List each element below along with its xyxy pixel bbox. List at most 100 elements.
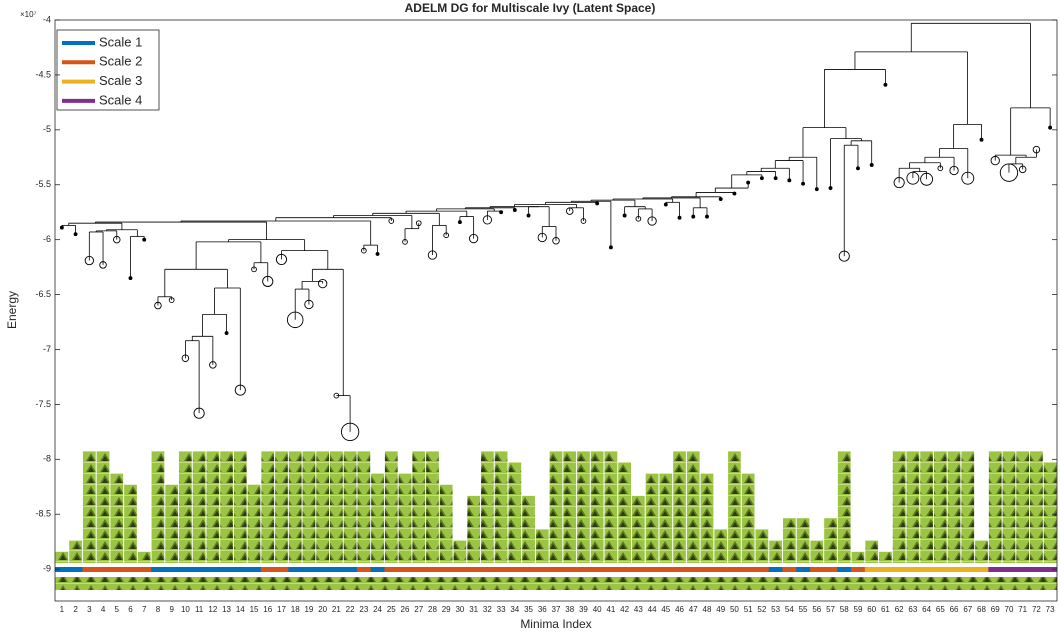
x-tick-label: 8	[156, 605, 161, 614]
x-tick-label: 55	[799, 605, 808, 614]
thumbnail-stack	[453, 540, 467, 563]
thumbnail-stack	[837, 451, 851, 563]
x-tick-label: 50	[730, 605, 739, 614]
scale-bar	[480, 567, 495, 572]
thumbnail-stack	[714, 529, 728, 563]
thumbnail-stack	[618, 462, 631, 563]
scale-bar	[137, 567, 152, 572]
scale-bar	[398, 567, 413, 572]
thumbnail-strip	[55, 577, 1057, 590]
x-tick-label: 66	[950, 605, 959, 614]
scale-bar	[755, 567, 770, 572]
x-tick-label: 73	[1046, 605, 1055, 614]
scale-bar	[700, 567, 715, 572]
x-tick-label: 44	[648, 605, 657, 614]
legend-label: Scale 1	[99, 34, 142, 49]
scale-bar	[713, 567, 728, 572]
y-tick-label: -4	[43, 14, 51, 24]
thumbnail-stack	[728, 451, 741, 563]
legend-label: Scale 2	[99, 54, 142, 69]
thumbnail-stack	[947, 451, 961, 563]
scale-bar	[178, 567, 193, 572]
thumbnail-stack	[782, 518, 796, 563]
scale-bar	[645, 567, 660, 572]
thumbnail-stack	[1016, 451, 1030, 563]
x-tick-label: 35	[524, 605, 533, 614]
scale-bar	[1043, 567, 1058, 572]
scale-bar	[507, 567, 522, 572]
thumbnail-stack	[577, 451, 590, 563]
thumbnail-stack	[206, 451, 220, 563]
x-tick-label: 69	[991, 605, 1000, 614]
scale-bar	[439, 567, 454, 572]
x-tick-label: 2	[73, 605, 78, 614]
scale-bar	[55, 567, 70, 572]
y-tick-label: -7.5	[35, 399, 51, 409]
thumbnail-stack	[481, 451, 494, 563]
y-tick-label: -5	[43, 124, 51, 134]
scale-bar	[521, 567, 536, 572]
scale-bar	[274, 567, 289, 572]
thumbnail-stack	[631, 495, 645, 563]
x-tick-label: 11	[195, 605, 204, 614]
thumbnail-stack	[549, 451, 563, 563]
scale-bar	[164, 567, 179, 572]
scale-bar	[604, 567, 619, 572]
thumbnail-stack	[535, 529, 549, 563]
x-tick-label: 63	[908, 605, 917, 614]
thumbnail-stack	[659, 473, 673, 563]
scale-bar	[288, 567, 303, 572]
scale-bar	[233, 567, 248, 572]
scale-bar	[658, 567, 673, 572]
x-tick-label: 68	[977, 605, 986, 614]
thumbnail-stack	[233, 451, 247, 563]
x-tick-label: 52	[757, 605, 766, 614]
scale-bar	[123, 567, 138, 572]
plot-frame	[54, 19, 1058, 602]
y-multiplier: ×10⁷	[20, 10, 37, 19]
scale-bar	[494, 567, 509, 572]
scale-bar	[741, 567, 756, 572]
x-tick-label: 25	[387, 605, 396, 614]
x-tick-label: 3	[87, 605, 92, 614]
x-tick-label: 13	[222, 605, 231, 614]
x-tick-label: 26	[401, 605, 410, 614]
scale-bar	[247, 567, 262, 572]
legend-label: Scale 3	[99, 73, 142, 88]
scale-bar	[919, 567, 934, 572]
x-tick-label: 5	[115, 605, 120, 614]
scale-bar	[549, 567, 564, 572]
thumbnail-stack	[96, 451, 110, 563]
thumbnail-stack	[343, 451, 357, 563]
scale-bar	[109, 567, 124, 572]
scale-bar	[96, 567, 111, 572]
x-tick-label: 65	[936, 605, 945, 614]
scale-bar	[1015, 567, 1030, 572]
x-tick-label: 27	[414, 605, 423, 614]
scale-bar	[466, 567, 481, 572]
y-tick-label: -7	[43, 344, 51, 354]
x-tick-label: 60	[867, 605, 876, 614]
y-axis-label: Energy	[5, 291, 19, 329]
thumbnail-stack	[69, 540, 82, 563]
scale-bar	[82, 567, 97, 572]
thumbnail-stack	[220, 451, 233, 563]
scale-bar	[329, 567, 344, 572]
scale-bar	[260, 567, 275, 572]
x-tick-label: 61	[881, 605, 890, 614]
scale-bar	[864, 567, 879, 572]
x-tick-label: 30	[455, 605, 464, 614]
chart-title: ADELM DG for Multiscale Ivy (Latent Spac…	[405, 1, 656, 15]
x-tick-label: 32	[483, 605, 492, 614]
scale-bar	[851, 567, 866, 572]
y-tick-label: -8.5	[35, 509, 51, 519]
x-tick-label: 23	[359, 605, 368, 614]
x-tick-label: 57	[826, 605, 835, 614]
x-tick-label: 31	[469, 605, 478, 614]
x-tick-label: 62	[895, 605, 904, 614]
x-tick-label: 28	[428, 605, 437, 614]
thumbnail-stack	[906, 451, 920, 563]
thumbnail-stack	[590, 451, 604, 563]
x-tick-label: 10	[181, 605, 190, 614]
